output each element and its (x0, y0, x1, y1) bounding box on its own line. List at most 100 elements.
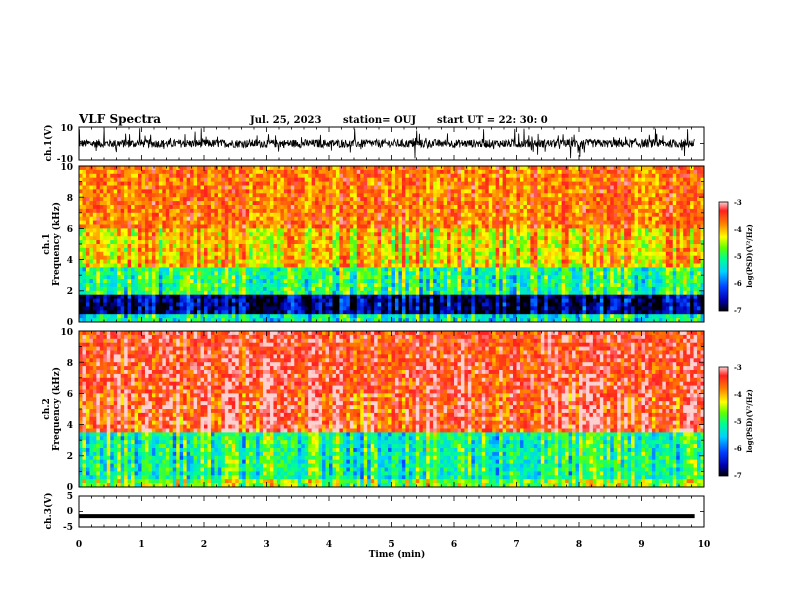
spectrogram-cell (349, 189, 354, 194)
spectrogram-cell (162, 197, 167, 202)
spectrogram-cell (283, 255, 288, 260)
spectrogram-cell (242, 255, 247, 260)
spectrogram-cell (103, 244, 108, 249)
spectrogram-cell (162, 216, 167, 221)
spectrogram-cell (686, 208, 691, 214)
spectrogram-cell (144, 208, 149, 214)
spectrogram-cell (176, 216, 181, 221)
spectrogram-cell (648, 193, 653, 198)
spectrogram-cell (419, 169, 424, 175)
spectrogram-cell (176, 224, 181, 229)
spectrogram-cell (85, 201, 90, 206)
spectrogram-cell (249, 267, 254, 272)
spectrogram-cell (179, 259, 184, 264)
spectrogram-cell (551, 240, 556, 245)
spectrogram-cell (568, 236, 573, 241)
spectrogram-cell (596, 267, 601, 272)
spectrogram-cell (634, 208, 639, 214)
spectrogram-cell (252, 208, 257, 214)
spectrogram-cell (377, 244, 382, 249)
spectrogram-cell (217, 216, 222, 221)
spectrogram-cell (585, 181, 590, 186)
spectrogram-cell (332, 205, 337, 210)
spectrogram-cell (419, 193, 424, 198)
spectrogram-cell (690, 228, 694, 233)
spectrogram-cell (530, 189, 535, 194)
spectrogram-cell (561, 177, 566, 182)
spectrogram-cell (697, 205, 701, 210)
spectrogram-cell (269, 193, 274, 198)
spectrogram-cell (165, 181, 170, 186)
spectrogram-cell (151, 189, 156, 194)
spectrogram-cell (200, 181, 205, 186)
spectrogram-cell (228, 201, 233, 206)
spectrogram-cell (530, 193, 535, 198)
spectrogram-cell (690, 216, 694, 221)
spectrogram-cell (322, 166, 326, 171)
spectrogram-cell (669, 244, 674, 249)
spectrogram-cell (259, 166, 264, 171)
spectrogram-cell (655, 255, 660, 260)
spectrogram-cell (547, 255, 552, 260)
spectrogram-cell (186, 251, 191, 257)
spectrogram-cell (294, 173, 299, 179)
spectrogram-cell (454, 205, 458, 210)
spectrogram-cell (457, 228, 462, 233)
spectrogram-cell (662, 189, 667, 194)
spectrogram-cell (96, 267, 101, 272)
spectrogram-cell (554, 169, 559, 175)
spectrogram-cell (221, 263, 226, 268)
spectrogram-cell (360, 224, 365, 229)
spectrogram-cell (690, 166, 694, 171)
spectrogram-cell (676, 263, 681, 268)
spectrogram-cell (308, 251, 313, 257)
spectrogram-cell (488, 224, 493, 229)
spectrogram-cell (460, 177, 465, 182)
spectrogram-cell (384, 232, 389, 237)
spectrogram-cell (266, 181, 271, 186)
spectrogram-cell (412, 205, 417, 210)
spectrogram-cell (613, 212, 618, 218)
spectrogram-cell (433, 216, 438, 221)
spectrogram-cell (315, 189, 319, 194)
spectrogram-cell (658, 216, 663, 221)
spectrogram-cell (408, 267, 413, 272)
spectrogram-cell (120, 205, 125, 210)
spectrogram-cell (686, 181, 691, 186)
spectrogram-cell (405, 169, 410, 175)
spectrogram-cell (412, 216, 417, 221)
spectrogram-cell (554, 259, 559, 264)
spectrogram-cell (606, 216, 611, 221)
spectrogram-cell (217, 240, 222, 245)
spectrogram-cell (276, 263, 281, 268)
spectrogram-cell (641, 177, 646, 182)
spectrogram-cell (478, 201, 483, 206)
spectrogram-cell (690, 244, 694, 249)
spectrogram-cell (700, 185, 705, 190)
spectrogram-cell (537, 263, 542, 268)
spectrogram-cell (367, 228, 372, 233)
spectrogram-cell (325, 185, 330, 190)
spectrogram-cell (329, 228, 333, 233)
spectrogram-cell (183, 224, 188, 229)
spectrogram-cell (186, 224, 191, 229)
spectrogram-cell (638, 189, 642, 194)
spectrogram-cell (186, 181, 191, 186)
spectrogram-cell (179, 185, 184, 190)
spectrogram-cell (488, 197, 493, 202)
spectrogram-cell (485, 236, 490, 241)
spectrogram-cell (690, 259, 694, 264)
spectrogram-cell (565, 251, 569, 257)
spectrogram-cell (565, 197, 569, 202)
spectrogram-cell (651, 177, 656, 182)
spectrogram-cell (266, 240, 271, 245)
spectrogram-cell (464, 193, 469, 198)
spectrogram-cell (377, 236, 382, 241)
spectrogram-cell (144, 216, 149, 221)
spectrogram-cell (429, 205, 434, 210)
spectrogram-cell (457, 205, 462, 210)
spectrogram-cell (179, 224, 184, 229)
spectrogram-cell (200, 173, 205, 179)
spectrogram-cell (179, 232, 184, 237)
spectrogram-cell (335, 224, 340, 229)
